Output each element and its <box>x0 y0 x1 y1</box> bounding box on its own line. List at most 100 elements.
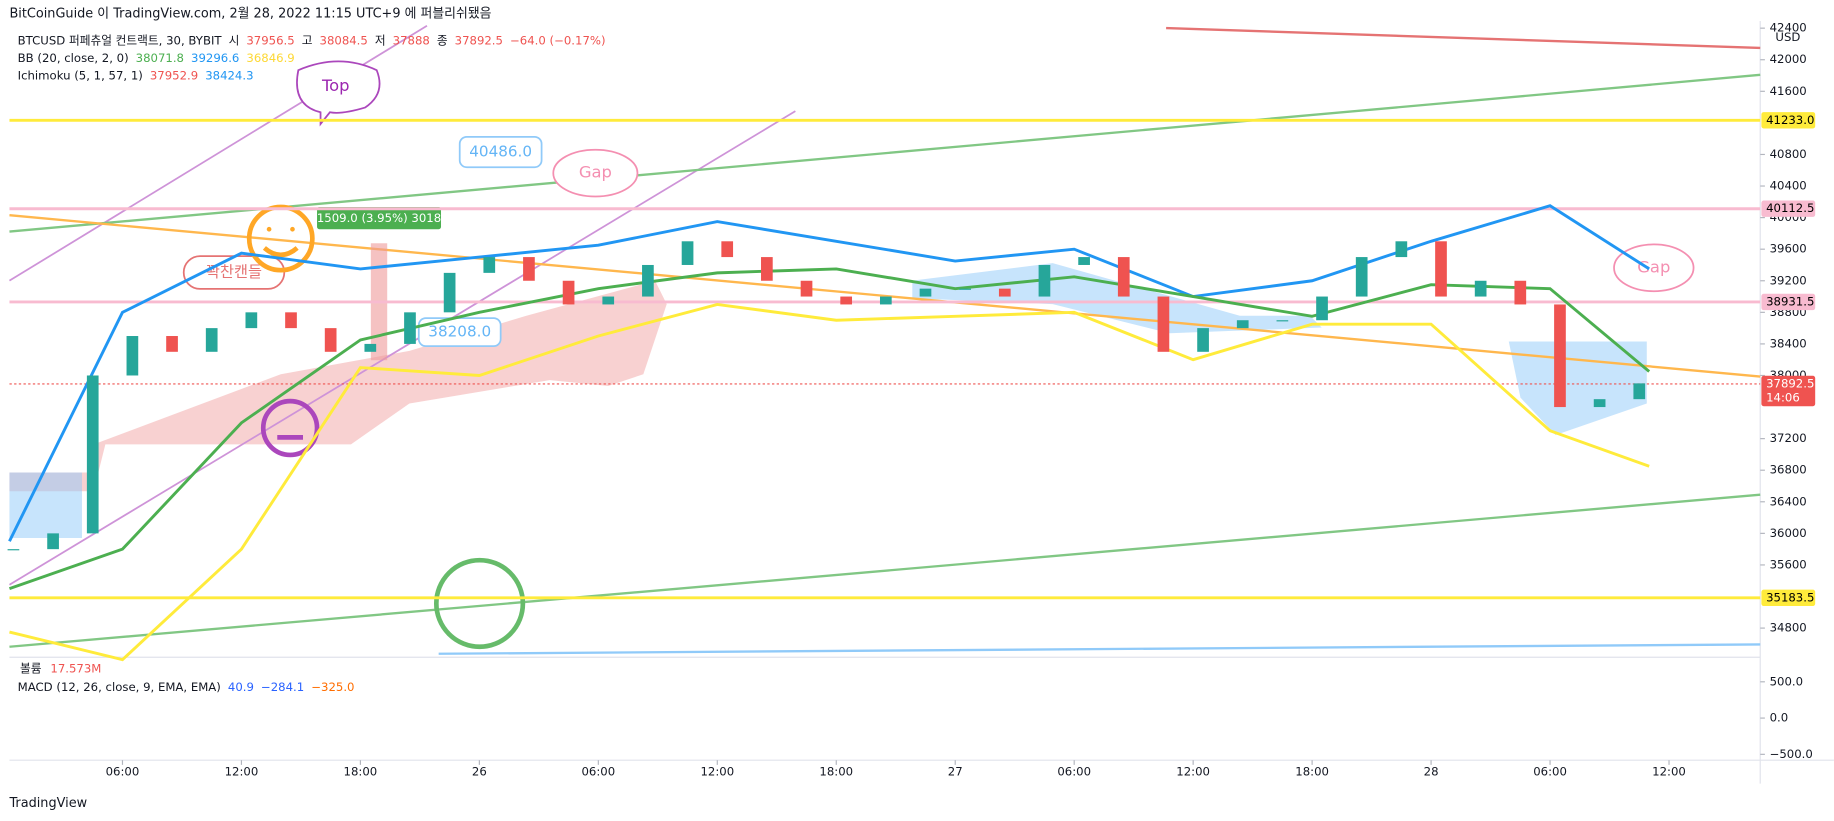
candle <box>681 241 694 265</box>
legend-text: 시 <box>229 33 240 47</box>
candle <box>602 296 615 305</box>
candle <box>324 328 337 352</box>
candle <box>1117 257 1130 297</box>
candle <box>523 257 535 281</box>
candle <box>1078 257 1090 265</box>
x-tick-label: 18:00 <box>1295 764 1329 778</box>
legend-text: BB (20, close, 2, 0) <box>18 51 129 65</box>
price-tag <box>1761 293 1816 311</box>
candle <box>1236 320 1249 329</box>
candle <box>126 336 139 376</box>
candle <box>998 288 1011 297</box>
candle <box>7 549 20 551</box>
macd-value: −284.1 <box>261 680 304 694</box>
price-tag-label: 40112.5 <box>1766 201 1814 215</box>
price-tag-label: 37892.5 <box>1766 376 1814 390</box>
indicator-line <box>9 302 1650 662</box>
candle <box>1395 241 1408 258</box>
published: BitCoinGuide 이 TradingView.com, 2월 28, 2… <box>9 7 491 22</box>
volume-value: 17.573M <box>50 661 101 675</box>
x-tick-label: 06:00 <box>1057 764 1091 778</box>
legend-text: 37888 <box>393 33 430 47</box>
macd-tick-label: 0.0 <box>1770 711 1789 725</box>
emoji <box>246 204 526 650</box>
candle <box>1276 320 1289 322</box>
cloud <box>1508 341 1647 436</box>
y-tick-label: 35600 <box>1770 557 1807 571</box>
trendline <box>9 110 796 586</box>
annotation: 38208.0 <box>428 323 491 341</box>
callout <box>296 60 381 127</box>
x-tick-label: 12:00 <box>1652 764 1686 778</box>
trendline <box>9 493 1761 648</box>
legend-text: Ichimoku (5, 1, 57, 1) <box>18 69 143 83</box>
x-tick-label: 28 <box>1424 764 1439 778</box>
price-tag-label: 35183.5 <box>1766 590 1814 604</box>
x-tick-label: 06:00 <box>106 764 140 778</box>
legend-text: 36846.9 <box>246 51 294 65</box>
callout <box>458 135 543 169</box>
y-tick-label: 42400 <box>1770 21 1807 35</box>
y-tick-label: 40800 <box>1770 147 1807 161</box>
candle <box>840 296 853 305</box>
candle <box>721 241 734 258</box>
legend-text: 고 <box>302 33 313 47</box>
x-tick-label: 12:00 <box>225 764 259 778</box>
candle <box>1633 383 1646 400</box>
macd-tick-label: 500.0 <box>1770 674 1803 688</box>
x-tick-label: 18:00 <box>344 764 378 778</box>
x-tick-label: 12:00 <box>1176 764 1210 778</box>
legend-text: 37956.5 <box>246 33 294 47</box>
trendline <box>9 214 1761 378</box>
x-tick-label: 27 <box>948 764 963 778</box>
annotation: 꽉찬캔들 <box>206 263 262 281</box>
candle <box>1355 257 1368 297</box>
y-tick-label: 40400 <box>1770 179 1807 193</box>
footer: TradingView <box>8 796 87 811</box>
candle <box>959 288 971 290</box>
x-tick-label: 06:00 <box>581 764 615 778</box>
macd-label: MACD (12, 26, close, 9, EMA, EMA) <box>18 680 221 694</box>
annotation: Gap <box>1637 257 1670 276</box>
y-tick-label: 38400 <box>1770 336 1807 350</box>
callout <box>552 148 639 198</box>
candle <box>166 336 178 352</box>
legend-text: 38424.3 <box>205 69 253 83</box>
x-tick-label: 18:00 <box>819 764 853 778</box>
candle <box>86 375 99 534</box>
candle <box>800 280 813 297</box>
candle <box>761 257 773 281</box>
indicator-line <box>8 267 1651 591</box>
volume-label: 볼륨 <box>20 661 42 675</box>
y-tick-label: 36400 <box>1770 494 1807 508</box>
candle <box>879 296 892 305</box>
price-tag <box>1761 112 1816 129</box>
legend-text: 종 <box>437 33 448 47</box>
y-tick-label: 39600 <box>1770 242 1807 256</box>
candle <box>205 328 218 352</box>
price-tag <box>1761 375 1816 407</box>
legend-text: 38071.8 <box>136 51 184 65</box>
candle <box>364 343 377 352</box>
annotation: 40486.0 <box>469 143 532 161</box>
candle <box>1197 328 1209 352</box>
cloud <box>9 472 82 538</box>
y-tick-label: 41600 <box>1770 84 1807 98</box>
legend-text: 37892.5 <box>455 33 503 47</box>
y-tick-label: 34800 <box>1770 621 1807 635</box>
trendline <box>1166 26 1761 50</box>
candle <box>642 264 654 297</box>
macd-value: 40.9 <box>228 680 254 694</box>
candle <box>1474 280 1487 297</box>
trendline <box>9 73 1761 233</box>
legend-text: 39296.6 <box>191 51 239 65</box>
legend-text: 저 <box>375 33 386 47</box>
currency: USD <box>1775 30 1800 44</box>
callout <box>1613 243 1695 293</box>
candle <box>245 312 258 329</box>
legend-text: 38084.5 <box>320 33 368 47</box>
countdown: 14:06 <box>1766 391 1800 405</box>
x-tick-label: 26 <box>472 764 487 778</box>
annotation: 1509.0 (3.95%) 3018 <box>317 211 441 225</box>
